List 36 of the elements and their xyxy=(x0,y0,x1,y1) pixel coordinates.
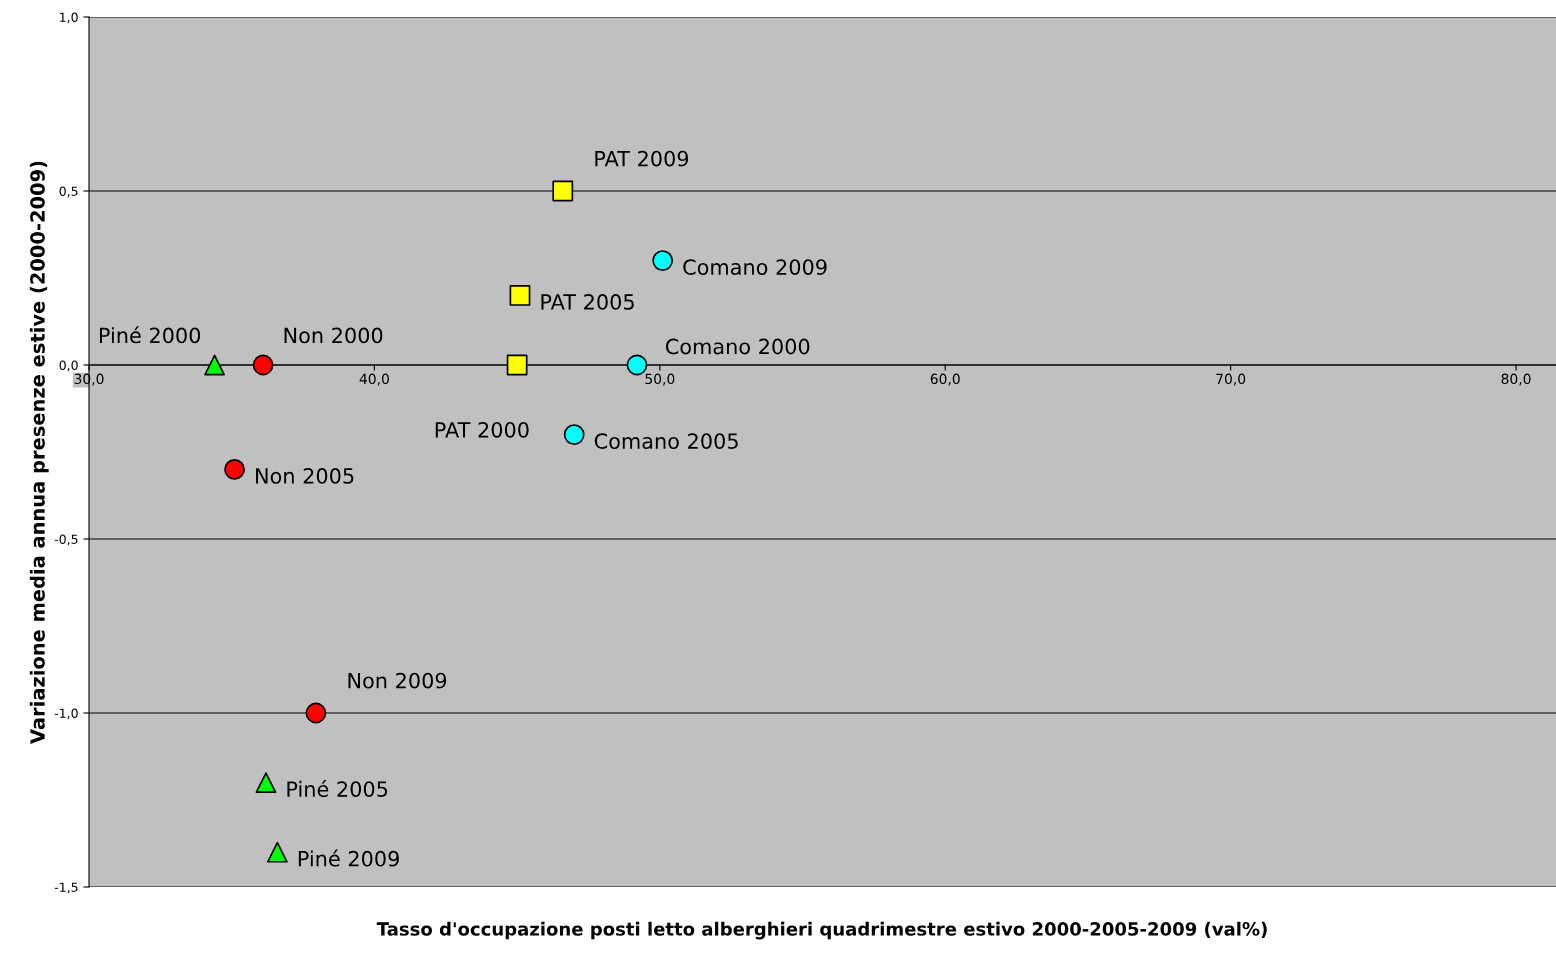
annotation: Comano 2009 xyxy=(683,259,827,275)
y-tick-label: -0,5 xyxy=(54,534,78,546)
y-tick-label: 0,5 xyxy=(59,186,78,198)
x-tick-label: 50,0 xyxy=(645,373,675,386)
point xyxy=(552,180,574,202)
x-tick-label: 70,0 xyxy=(1216,373,1246,386)
point xyxy=(509,284,531,306)
annotation: PAT 2009 xyxy=(595,150,689,167)
annotation: Non 2005 xyxy=(256,468,354,484)
y-tick-label: 0,0 xyxy=(59,360,78,372)
point xyxy=(204,354,225,376)
x-tick-label: 40,0 xyxy=(359,373,389,386)
point xyxy=(255,772,277,794)
annotation: Comano 2005 xyxy=(594,433,738,449)
annotation: PAT 2005 xyxy=(541,294,634,310)
x-axis-title: Tasso d'occupazione posti letto alberghieri quadrimestre estivo 2000-2005-2009 (val%) xyxy=(376,921,1267,940)
annotation: Non 2000 xyxy=(284,327,383,344)
point xyxy=(305,702,327,724)
y-tick-label: -1,0 xyxy=(54,708,78,720)
y-tick-label: -1,5 xyxy=(54,882,78,894)
x-tick-label: 60,0 xyxy=(930,373,960,386)
point xyxy=(652,250,674,272)
annotation: PAT 2000 xyxy=(435,421,529,438)
point xyxy=(224,458,245,480)
y-tick-label: 1,0 xyxy=(60,12,78,24)
annotation: Piné 2005 xyxy=(287,780,388,797)
annotation: Piné 2000 xyxy=(99,326,201,344)
annotation: Non 2009 xyxy=(348,672,447,689)
point xyxy=(506,354,528,376)
point xyxy=(252,354,274,376)
x-tick-label: 80,0 xyxy=(1501,373,1531,386)
y-axis-title: Variazione media annua presenze estive (2000-2009) xyxy=(29,161,49,744)
point xyxy=(266,841,288,863)
annotation: Comano 2000 xyxy=(665,338,810,355)
annotation: Piné 2009 xyxy=(298,849,399,867)
point xyxy=(563,424,585,446)
